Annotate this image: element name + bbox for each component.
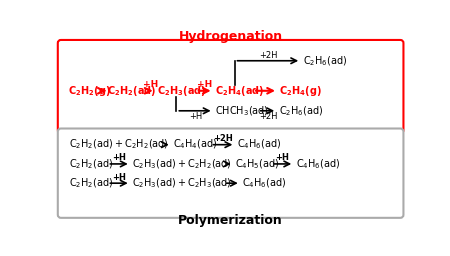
Text: $\mathrm{C_2H_2(ad) + C_2H_2(ad)}$: $\mathrm{C_2H_2(ad) + C_2H_2(ad)}$	[69, 138, 169, 152]
Text: $\mathbf{C_2H_2(g)}$: $\mathbf{C_2H_2(g)}$	[68, 84, 111, 98]
Text: +H: +H	[143, 80, 158, 89]
Text: $\mathrm{CHCH_3(ad)}$: $\mathrm{CHCH_3(ad)}$	[215, 104, 269, 118]
Text: Polymerization: Polymerization	[178, 215, 283, 227]
Text: Hydrogenation: Hydrogenation	[179, 30, 283, 43]
Text: $\mathrm{C_4H_6(ad)}$: $\mathrm{C_4H_6(ad)}$	[296, 157, 340, 171]
Text: $\mathrm{C_4H_6(ad)}$: $\mathrm{C_4H_6(ad)}$	[242, 176, 287, 190]
Text: +H: +H	[275, 153, 289, 162]
Text: $\mathbf{C_2H_4(g)}$: $\mathbf{C_2H_4(g)}$	[279, 84, 322, 98]
Text: $\mathrm{C_2H_6(ad)}$: $\mathrm{C_2H_6(ad)}$	[303, 54, 347, 68]
Text: +H: +H	[189, 112, 202, 121]
Text: $\mathrm{C_4H_6(ad)}$: $\mathrm{C_4H_6(ad)}$	[237, 138, 281, 152]
Text: $\mathbf{C_2H_2(ad)}$: $\mathbf{C_2H_2(ad)}$	[107, 84, 156, 98]
Text: $\mathrm{C_4H_4(ad)}$: $\mathrm{C_4H_4(ad)}$	[173, 138, 218, 152]
Text: +H: +H	[112, 153, 126, 162]
Text: $\mathrm{C_4H_5(ad)}$: $\mathrm{C_4H_5(ad)}$	[235, 157, 280, 171]
Text: $\mathrm{C_2H_3(ad) + C_2H_3(ad)}$: $\mathrm{C_2H_3(ad) + C_2H_3(ad)}$	[132, 176, 232, 190]
Text: +H: +H	[112, 173, 126, 182]
Text: $\mathrm{C_2H_2(ad)}$: $\mathrm{C_2H_2(ad)}$	[69, 176, 113, 190]
FancyBboxPatch shape	[58, 40, 404, 133]
Text: $\mathrm{C_2H_2(ad)}$: $\mathrm{C_2H_2(ad)}$	[69, 157, 113, 171]
Text: +2H: +2H	[213, 134, 233, 143]
Text: +2H: +2H	[259, 51, 278, 60]
Text: $\mathbf{C_2H_3(ad)}$: $\mathbf{C_2H_3(ad)}$	[157, 84, 206, 98]
Text: $\mathrm{C_2H_6(ad)}$: $\mathrm{C_2H_6(ad)}$	[279, 104, 323, 118]
FancyBboxPatch shape	[58, 129, 404, 218]
Text: +2H: +2H	[259, 112, 278, 121]
Text: $\mathbf{C_2H_4(ad)}$: $\mathbf{C_2H_4(ad)}$	[215, 84, 265, 98]
Text: $\mathrm{C_2H_3(ad) + C_2H_2(ad)}$: $\mathrm{C_2H_3(ad) + C_2H_2(ad)}$	[132, 157, 232, 171]
Text: +H: +H	[197, 80, 212, 89]
